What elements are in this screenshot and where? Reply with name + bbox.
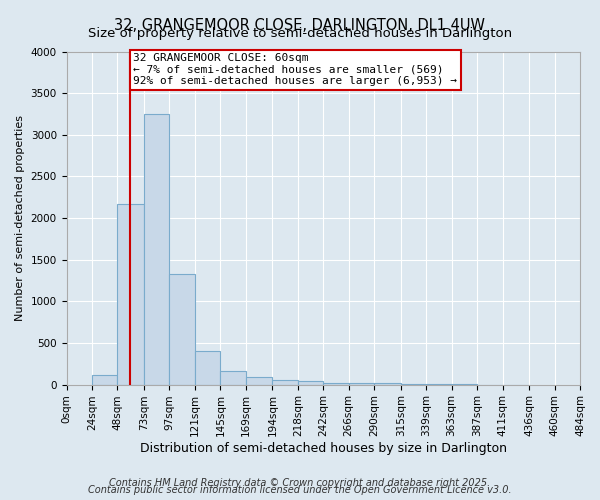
Bar: [220, 372, 246, 384]
Bar: [195, 352, 220, 384]
Bar: [272, 380, 298, 384]
Text: 32, GRANGEMOOR CLOSE, DARLINGTON, DL1 4UW: 32, GRANGEMOOR CLOSE, DARLINGTON, DL1 4U…: [115, 18, 485, 32]
Bar: [92, 376, 118, 384]
Bar: [298, 382, 323, 384]
Text: Size of property relative to semi-detached houses in Darlington: Size of property relative to semi-detach…: [88, 28, 512, 40]
X-axis label: Distribution of semi-detached houses by size in Darlington: Distribution of semi-detached houses by …: [140, 442, 507, 455]
Text: Contains public sector information licensed under the Open Government Licence v3: Contains public sector information licen…: [88, 485, 512, 495]
Text: 32 GRANGEMOOR CLOSE: 60sqm
← 7% of semi-detached houses are smaller (569)
92% of: 32 GRANGEMOOR CLOSE: 60sqm ← 7% of semi-…: [133, 53, 457, 86]
Bar: [118, 204, 144, 384]
Y-axis label: Number of semi-detached properties: Number of semi-detached properties: [15, 115, 25, 321]
Bar: [144, 114, 169, 384]
Text: Contains HM Land Registry data © Crown copyright and database right 2025.: Contains HM Land Registry data © Crown c…: [109, 478, 491, 488]
Bar: [169, 274, 195, 384]
Bar: [349, 383, 374, 384]
Bar: [323, 382, 349, 384]
Bar: [246, 377, 272, 384]
